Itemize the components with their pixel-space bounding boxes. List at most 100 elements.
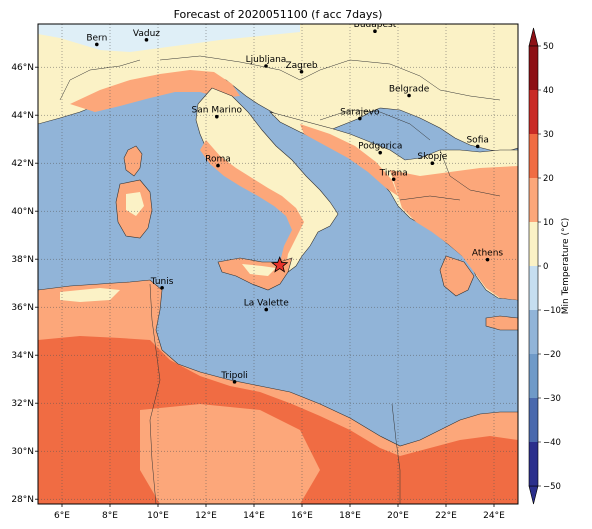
colorbar-tick-label: −10: [543, 306, 561, 316]
city-label[interactable]: Sofia: [466, 135, 488, 145]
land-greece-coast: [300, 124, 398, 196]
lon-tick-label: 8°E: [102, 511, 118, 521]
land-atlas-cool: [60, 288, 120, 302]
city-label[interactable]: Athens: [472, 249, 503, 259]
city-label[interactable]: La Valette: [244, 299, 289, 309]
lon-tick-label: 12°E: [195, 511, 217, 521]
colorbar-tick-label: 20: [543, 174, 554, 184]
city-label[interactable]: Zagreb: [285, 61, 317, 71]
colorbar: −50 −40 −30 −20 −10 0 10 20 30 40 50: [528, 27, 561, 505]
lat-tick-label: 42°N: [11, 159, 34, 169]
city-label[interactable]: Sarajevo: [340, 108, 380, 118]
lat-tick-label: 28°N: [11, 495, 34, 505]
lon-tick-label: 16°E: [291, 511, 313, 521]
land-crete: [485, 315, 518, 331]
lat-tick-label: 38°N: [11, 255, 34, 265]
colorbar-segment: [529, 90, 538, 134]
lat-tick-label: 36°N: [11, 303, 34, 313]
land-peloponnese: [439, 255, 475, 297]
colorbar-segment: [529, 442, 538, 486]
colorbar-tick-label: −40: [543, 438, 561, 448]
city-dot: [160, 285, 164, 290]
grid-lines: [38, 24, 518, 504]
lon-tick-label: 14°E: [243, 511, 265, 521]
city-dot: [485, 257, 490, 262]
city-label[interactable]: Podgorica: [358, 142, 402, 152]
colorbar-tick-label: −30: [543, 394, 561, 404]
city-dot: [232, 380, 237, 384]
city-dot: [95, 42, 99, 47]
country-borders: [59, 55, 501, 504]
colorbar-segment: [529, 398, 538, 442]
city-label[interactable]: Bern: [86, 33, 107, 43]
axis-ticks: 6°E 8°E 10°E 12°E 14°E 16°E 18°E 20°E 22°E 24°E 28…: [11, 63, 505, 521]
city-label[interactable]: Belgrade: [389, 85, 430, 95]
lon-tick-label: 20°E: [387, 511, 409, 521]
city-label[interactable]: Ljubljana: [246, 55, 287, 65]
city-dot: [264, 307, 269, 312]
land-balkans-warm: [390, 166, 518, 300]
lat-tick-label: 44°N: [11, 111, 34, 121]
city-dot: [264, 64, 268, 68]
city-label[interactable]: Tunis: [150, 277, 174, 287]
city-label[interactable]: Skopje: [417, 152, 447, 162]
city-dot: [358, 116, 362, 121]
colorbar-segment: [529, 354, 538, 398]
city-dot: [373, 29, 377, 33]
colorbar-segment: [529, 178, 538, 222]
colorbar-tick-label: 10: [543, 218, 554, 228]
land-africa-interior: [140, 404, 320, 504]
lat-tick-label: 32°N: [11, 399, 34, 409]
lat-tick-label: 46°N: [11, 63, 34, 73]
colorbar-tick-label: −20: [543, 350, 561, 360]
lat-tick-label: 34°N: [11, 351, 34, 361]
city-label[interactable]: Vaduz: [133, 29, 160, 39]
city-dot: [144, 38, 149, 42]
city-dot: [430, 161, 435, 165]
land-po-valley: [70, 70, 240, 112]
lon-tick-label: 22°E: [435, 511, 457, 521]
lon-tick-label: 18°E: [339, 511, 361, 521]
map-title: Forecast of 2020051100 (f acc 7days): [173, 8, 383, 21]
colorbar-tick-label: 30: [543, 130, 554, 140]
colorbar-tick-label: 50: [543, 42, 554, 52]
colorbar-title: Min Temperature (°C): [561, 217, 571, 315]
land-corsica: [123, 145, 143, 177]
city-dot: [215, 114, 219, 119]
city-dot: [216, 163, 220, 168]
colorbar-extend-bottom: [528, 485, 539, 505]
colorbar-tick-label: −50: [543, 482, 561, 492]
land-alps: [38, 24, 300, 52]
city-label[interactable]: Roma: [205, 155, 231, 165]
colorbar-segment: [529, 46, 538, 90]
map-frame: [37, 23, 519, 505]
city-dot: [391, 177, 396, 182]
land-sicily-cool: [242, 264, 276, 276]
lon-tick-label: 24°E: [483, 511, 505, 521]
colorbar-extend-top: [528, 27, 539, 47]
city-dot: [378, 150, 383, 155]
colorbar-segment: [529, 310, 538, 354]
colorbar-tick-label: 0: [543, 262, 548, 272]
land-italy-warm: [200, 140, 304, 266]
city-dot: [475, 144, 480, 149]
colorbar-tick-label: 40: [543, 86, 554, 96]
city-label[interactable]: Tirana: [379, 168, 408, 178]
city-label[interactable]: Budapest: [354, 20, 397, 30]
city-label[interactable]: San Marino: [192, 106, 243, 116]
forecast-point-star-icon[interactable]: [270, 256, 289, 273]
colorbar-segment: [529, 134, 538, 178]
land-sardinia-cool: [126, 192, 144, 216]
lon-tick-label: 10°E: [147, 511, 169, 521]
lat-tick-label: 40°N: [11, 207, 34, 217]
city-label[interactable]: Tripoli: [220, 371, 248, 381]
city-dot: [299, 69, 304, 74]
lat-tick-label: 30°N: [11, 447, 34, 457]
colorbar-segment: [529, 266, 538, 310]
city-dot: [407, 93, 411, 98]
colorbar-segment: [529, 222, 538, 266]
lon-tick-label: 6°E: [54, 511, 70, 521]
